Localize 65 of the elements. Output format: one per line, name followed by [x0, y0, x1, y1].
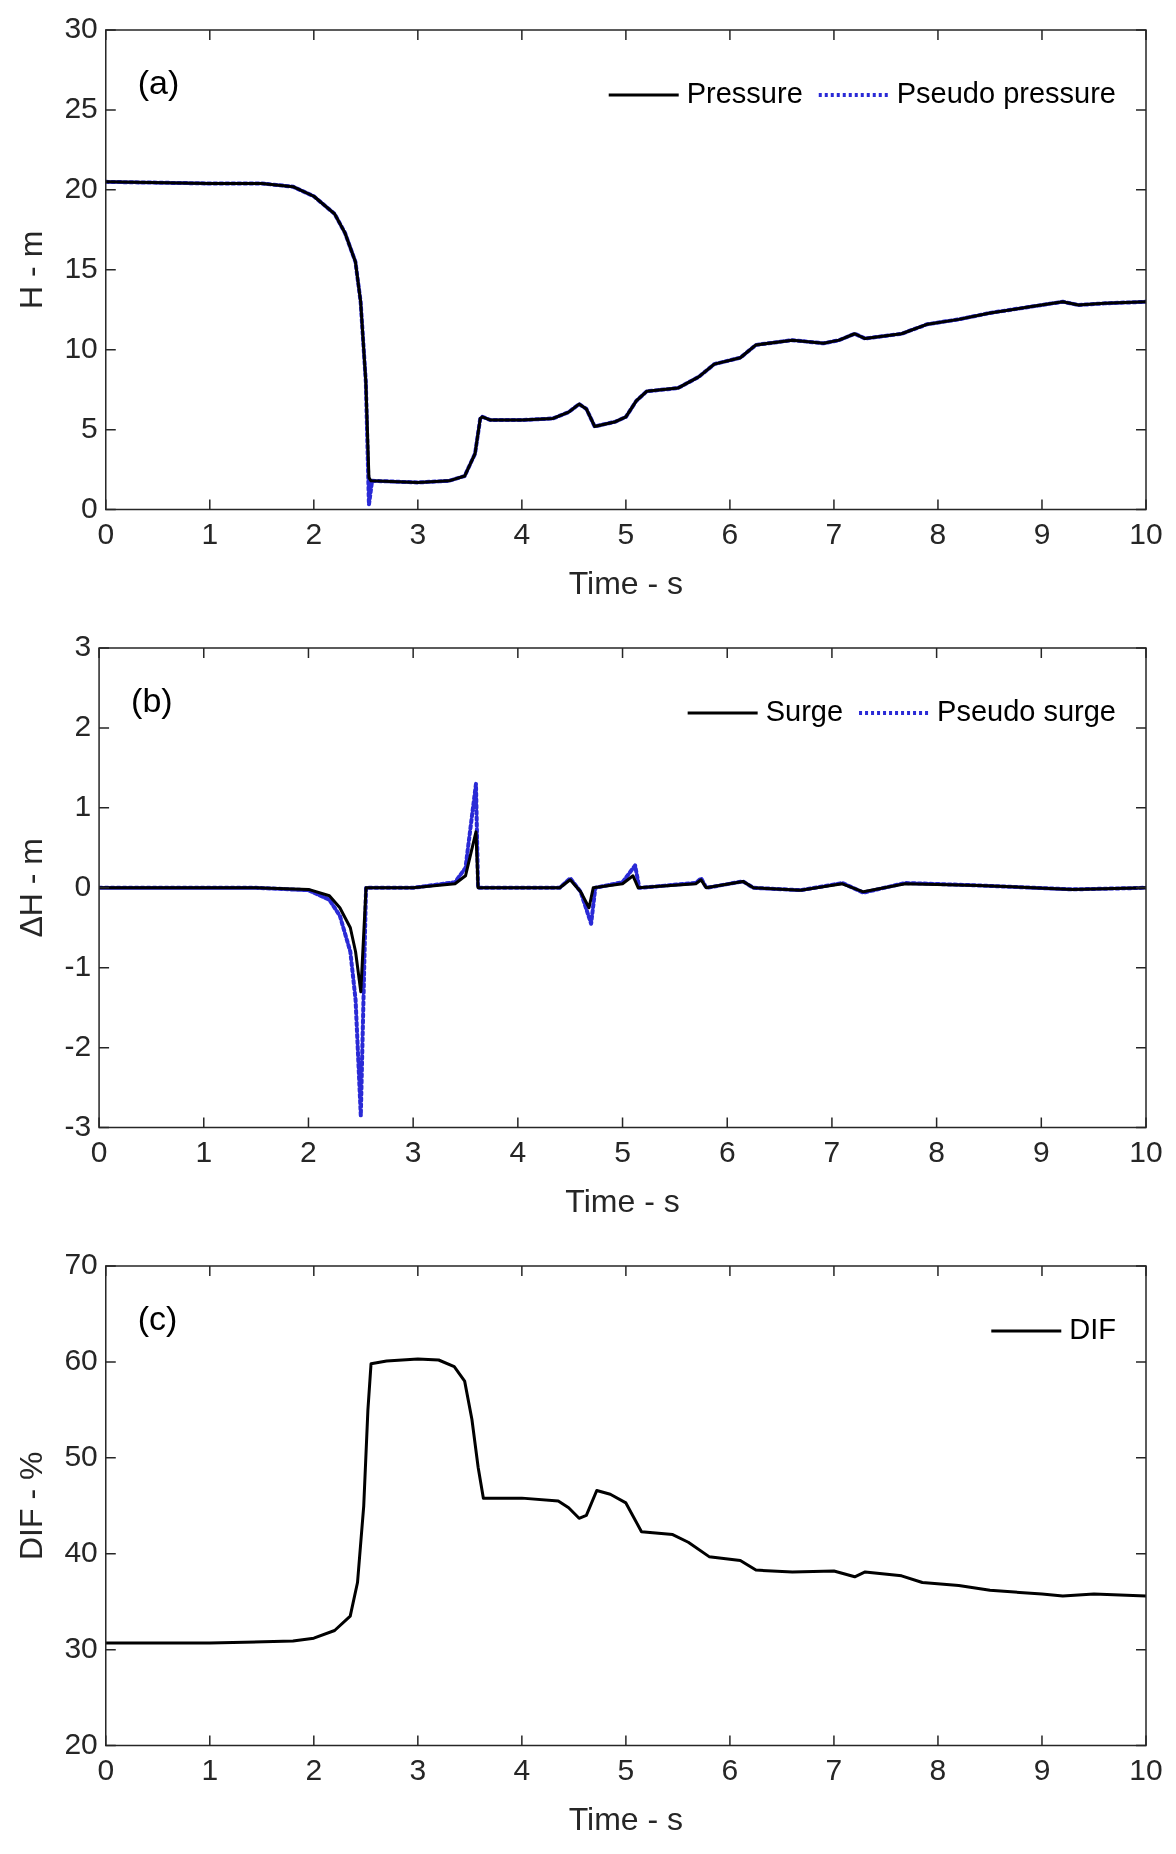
- y-tick-label: 40: [64, 1535, 98, 1569]
- x-tick-label: 5: [617, 516, 635, 550]
- x-tick-label: 1: [201, 516, 219, 550]
- x-tick-label: 10: [1129, 516, 1163, 550]
- x-axis-title: Time - s: [565, 1182, 680, 1219]
- x-tick-label: 4: [513, 516, 531, 550]
- y-tick-label: 3: [74, 629, 92, 663]
- legend-label: DIF: [1069, 1313, 1116, 1345]
- y-tick-label: 1: [74, 789, 92, 823]
- line-series: [99, 781, 1146, 1118]
- x-tick-label: 2: [305, 516, 323, 550]
- y-tick-label: 50: [64, 1439, 98, 1473]
- x-tick-label: 4: [513, 1752, 531, 1786]
- y-tick-label: 20: [64, 1726, 98, 1760]
- y-tick-label: -1: [64, 949, 92, 982]
- x-tick-label: 6: [718, 1134, 736, 1168]
- legend-label: Pressure: [686, 77, 803, 109]
- x-tick-label: 2: [305, 1752, 323, 1786]
- x-tick-label: 8: [929, 1752, 947, 1786]
- x-tick-label: 10: [1129, 1752, 1163, 1786]
- y-axis-title: DIF - %: [13, 1451, 50, 1561]
- annotation: (c): [137, 1299, 178, 1338]
- x-tick-label: 1: [195, 1134, 213, 1168]
- y-tick-label: 0: [74, 869, 92, 903]
- x-tick-label: 6: [721, 516, 739, 550]
- legend-label: Pseudo pressure: [896, 77, 1117, 109]
- x-tick-label: 3: [404, 1134, 422, 1168]
- x-tick-label: 10: [1129, 1134, 1163, 1168]
- x-tick-label: 2: [300, 1134, 317, 1168]
- y-tick-label: -2: [64, 1028, 92, 1062]
- x-tick-label: 1: [201, 1752, 219, 1786]
- y-tick-label: 20: [64, 171, 98, 205]
- y-tick-label: 30: [64, 1630, 98, 1664]
- legend-label: Pseudo surge: [937, 695, 1117, 727]
- x-axis-title: Time - s: [568, 1800, 684, 1837]
- y-tick-label: -3: [64, 1108, 92, 1142]
- x-tick-label: 9: [1033, 1752, 1051, 1786]
- x-tick-label: 7: [823, 1134, 841, 1168]
- x-tick-label: 8: [929, 516, 947, 550]
- y-tick-label: 0: [81, 490, 98, 524]
- y-tick-label: 70: [64, 1247, 98, 1281]
- legend-label: Surge: [765, 695, 844, 727]
- y-axis-title: ΔH - m: [13, 838, 50, 938]
- x-tick-label: 9: [1033, 516, 1051, 550]
- y-tick-label: 60: [64, 1343, 98, 1377]
- y-tick-label: 25: [64, 91, 98, 125]
- x-tick-label: 7: [825, 1752, 843, 1786]
- y-tick-label: 15: [64, 251, 98, 285]
- annotation: (b): [131, 681, 173, 720]
- x-tick-label: 4: [509, 1134, 527, 1168]
- y-tick-label: 5: [81, 410, 98, 444]
- y-tick-label: 10: [64, 331, 98, 364]
- y-tick-label: 2: [74, 709, 92, 743]
- y-tick-label: 30: [64, 11, 98, 45]
- x-tick-label: 8: [928, 1134, 945, 1168]
- x-tick-label: 7: [825, 516, 843, 550]
- y-axis-title: H - m: [13, 230, 50, 309]
- x-tick-label: 9: [1032, 1134, 1050, 1168]
- x-tick-label: 3: [409, 1752, 427, 1786]
- x-axis-title: Time - s: [568, 564, 684, 601]
- annotation: (a): [137, 63, 180, 102]
- x-tick-label: 3: [409, 516, 427, 550]
- x-tick-label: 5: [617, 1752, 635, 1786]
- x-tick-label: 6: [721, 1752, 739, 1786]
- x-tick-label: 5: [614, 1134, 631, 1168]
